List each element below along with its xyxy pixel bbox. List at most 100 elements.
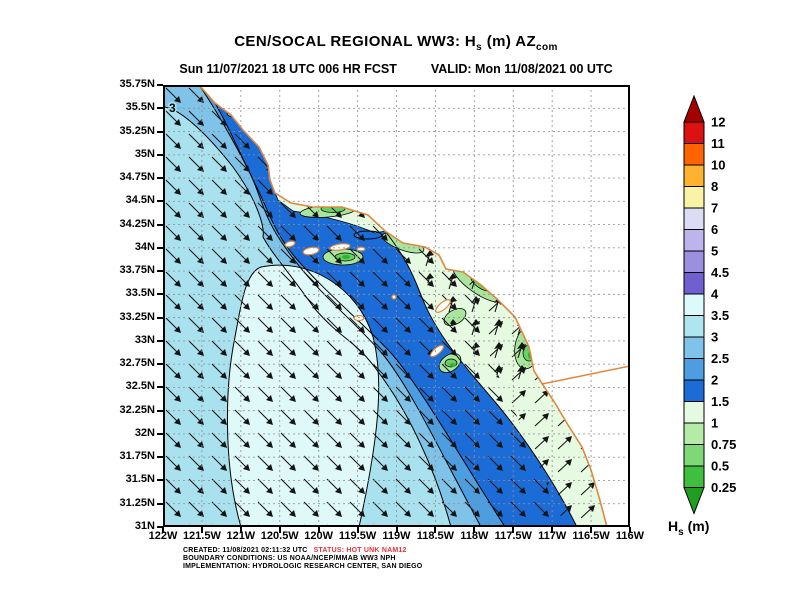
colorbar-tick-label: 1.5 — [711, 394, 729, 409]
lon-tick-mark — [395, 527, 398, 533]
lat-tick-mark — [157, 502, 163, 505]
lon-tick-label: 116.5W — [572, 530, 610, 542]
colorbar-arrow-top — [683, 95, 705, 123]
lon-tick-mark — [590, 527, 593, 533]
lat-tick-mark — [157, 84, 163, 86]
lat-tick-mark — [157, 153, 163, 156]
lat-tick-mark — [157, 386, 163, 389]
lon-tick-mark — [551, 527, 554, 533]
colorbar-cell — [683, 229, 705, 252]
colorbar-tick-label: 0.25 — [711, 480, 736, 495]
colorbar-cell — [683, 186, 705, 209]
lat-tick-label: 35.5N — [125, 101, 155, 114]
lon-tick-label: 117.5W — [494, 530, 532, 542]
lat-tick-label: 34.25N — [119, 217, 155, 230]
colorbar-tick-label: 2.5 — [711, 351, 729, 366]
lon-tick-label: 121.5W — [182, 530, 221, 542]
lat-tick-mark — [157, 200, 163, 203]
colorbar-cell — [683, 164, 705, 187]
lat-tick-label: 31N — [134, 520, 155, 532]
lat-tick-mark — [157, 363, 163, 366]
lon-tick-label: 120.5W — [260, 530, 299, 542]
title-mid: (m) AZ — [482, 33, 537, 50]
land — [199, 85, 630, 527]
lat-tick-label: 35N — [134, 147, 155, 160]
lon-tick-mark — [356, 527, 359, 533]
colorbar-tick-label: 0.5 — [711, 459, 729, 474]
colorbar-tick-label: 11 — [711, 136, 725, 151]
title-subscript-hs: s — [476, 42, 483, 53]
map-frame — [163, 85, 630, 527]
lon-tick-mark — [239, 527, 242, 533]
forecast-time-line: Sun 11/07/2021 18 UTC 006 HR FCST VALID:… — [0, 62, 792, 76]
lat-tick-mark — [157, 177, 163, 180]
colorbar-tick-label: 3 — [711, 330, 718, 345]
lat-tick-label: 33.5N — [125, 287, 155, 300]
run-time-label: Sun 11/07/2021 18 UTC 006 HR FCST — [179, 62, 397, 76]
footer: CREATED: 11/08/2021 02:11:32 UTC STATUS: … — [183, 547, 422, 571]
lat-tick-label: 32.25N — [119, 403, 155, 416]
colorbar-cell — [683, 401, 705, 424]
colorbar-cell — [683, 315, 705, 338]
lat-tick-label: 32.5N — [125, 380, 155, 393]
lat-tick-label: 31.5N — [125, 473, 155, 486]
title-subscript-az: com — [536, 42, 558, 53]
colorbar-tick-label: 12 — [711, 115, 725, 130]
lat-tick-mark — [157, 316, 163, 319]
lon-tick-label: 119W — [382, 530, 411, 542]
lat-tick-mark — [157, 432, 163, 435]
colorbar-title-units: (m) — [683, 518, 710, 534]
lat-tick-label: 34.75N — [119, 171, 155, 184]
lon-tick-label: 116W — [615, 530, 645, 542]
lat-tick-mark — [157, 246, 163, 249]
colorbar-tick-label: 8 — [711, 179, 718, 194]
lon-tick-label: 122W — [148, 530, 178, 542]
lon-tick-mark — [200, 527, 203, 533]
lat-tick-mark — [157, 107, 163, 110]
colorbar-cell — [683, 444, 705, 467]
colorbar-tick-label: 3.5 — [711, 308, 729, 323]
map-canvas: 3 — [162, 84, 631, 528]
lat-tick-label: 33.75N — [119, 264, 155, 277]
lat-tick-label: 34N — [134, 240, 155, 253]
colorbar-cell — [683, 379, 705, 402]
lat-tick-mark — [157, 339, 163, 342]
lon-tick-mark — [473, 527, 476, 533]
lat-tick-mark — [157, 409, 163, 412]
lon-tick-label: 118W — [460, 530, 489, 542]
colorbar-cell — [683, 121, 705, 144]
colorbar: 12 11 10 8 7 6 5 4.5 4 3.5 3 2.5 2 1.5 1 0.75 0.5 0.25 — [683, 95, 736, 515]
colorbar-tick-label: 4 — [711, 287, 719, 302]
lat-tick-label: 35.25N — [119, 124, 155, 137]
grid-lines — [163, 85, 630, 527]
lon-tick-label: 120W — [304, 530, 334, 542]
colorbar-cell — [683, 465, 705, 488]
lat-tick-label: 31.75N — [119, 450, 155, 463]
lat-tick-mark — [157, 223, 163, 226]
us-mexico-border — [541, 365, 631, 385]
lon-tick-mark — [162, 527, 164, 533]
colorbar-tick-label: 2 — [711, 373, 718, 388]
lon-tick-label: 121W — [226, 530, 256, 542]
footer-line-2: BOUNDARY CONDITIONS: US NOAA/NCEP/MMAB W… — [183, 555, 396, 562]
colorbar-title-sub: s — [678, 526, 684, 538]
colorbar-tick-label: 7 — [711, 201, 718, 216]
lat-tick-mark — [157, 456, 163, 459]
footer-line-3: IMPLEMENTATION: HYDROLOGIC RESEARCH CENT… — [183, 563, 423, 570]
lon-tick-mark — [512, 527, 515, 533]
page-title: CEN/SOCAL REGIONAL WW3: Hs (m) AZcom — [0, 33, 792, 53]
lat-tick-label: 33N — [134, 333, 155, 346]
colorbar-cell — [683, 422, 705, 445]
colorbar-cell — [683, 293, 705, 316]
lon-tick-mark — [317, 527, 320, 533]
lon-tick-label: 118.5W — [416, 530, 455, 542]
colorbar-tick-label: 4.5 — [711, 265, 729, 280]
colorbar-tick-label: 10 — [711, 158, 725, 173]
colorbar-cell — [683, 207, 705, 230]
colorbar-title: Hs (m) — [668, 518, 709, 538]
colorbar-tick-label: 6 — [711, 222, 718, 237]
lat-tick-mark — [157, 130, 163, 133]
colorbar-cell — [683, 272, 705, 295]
lon-tick-label: 117W — [538, 530, 567, 542]
